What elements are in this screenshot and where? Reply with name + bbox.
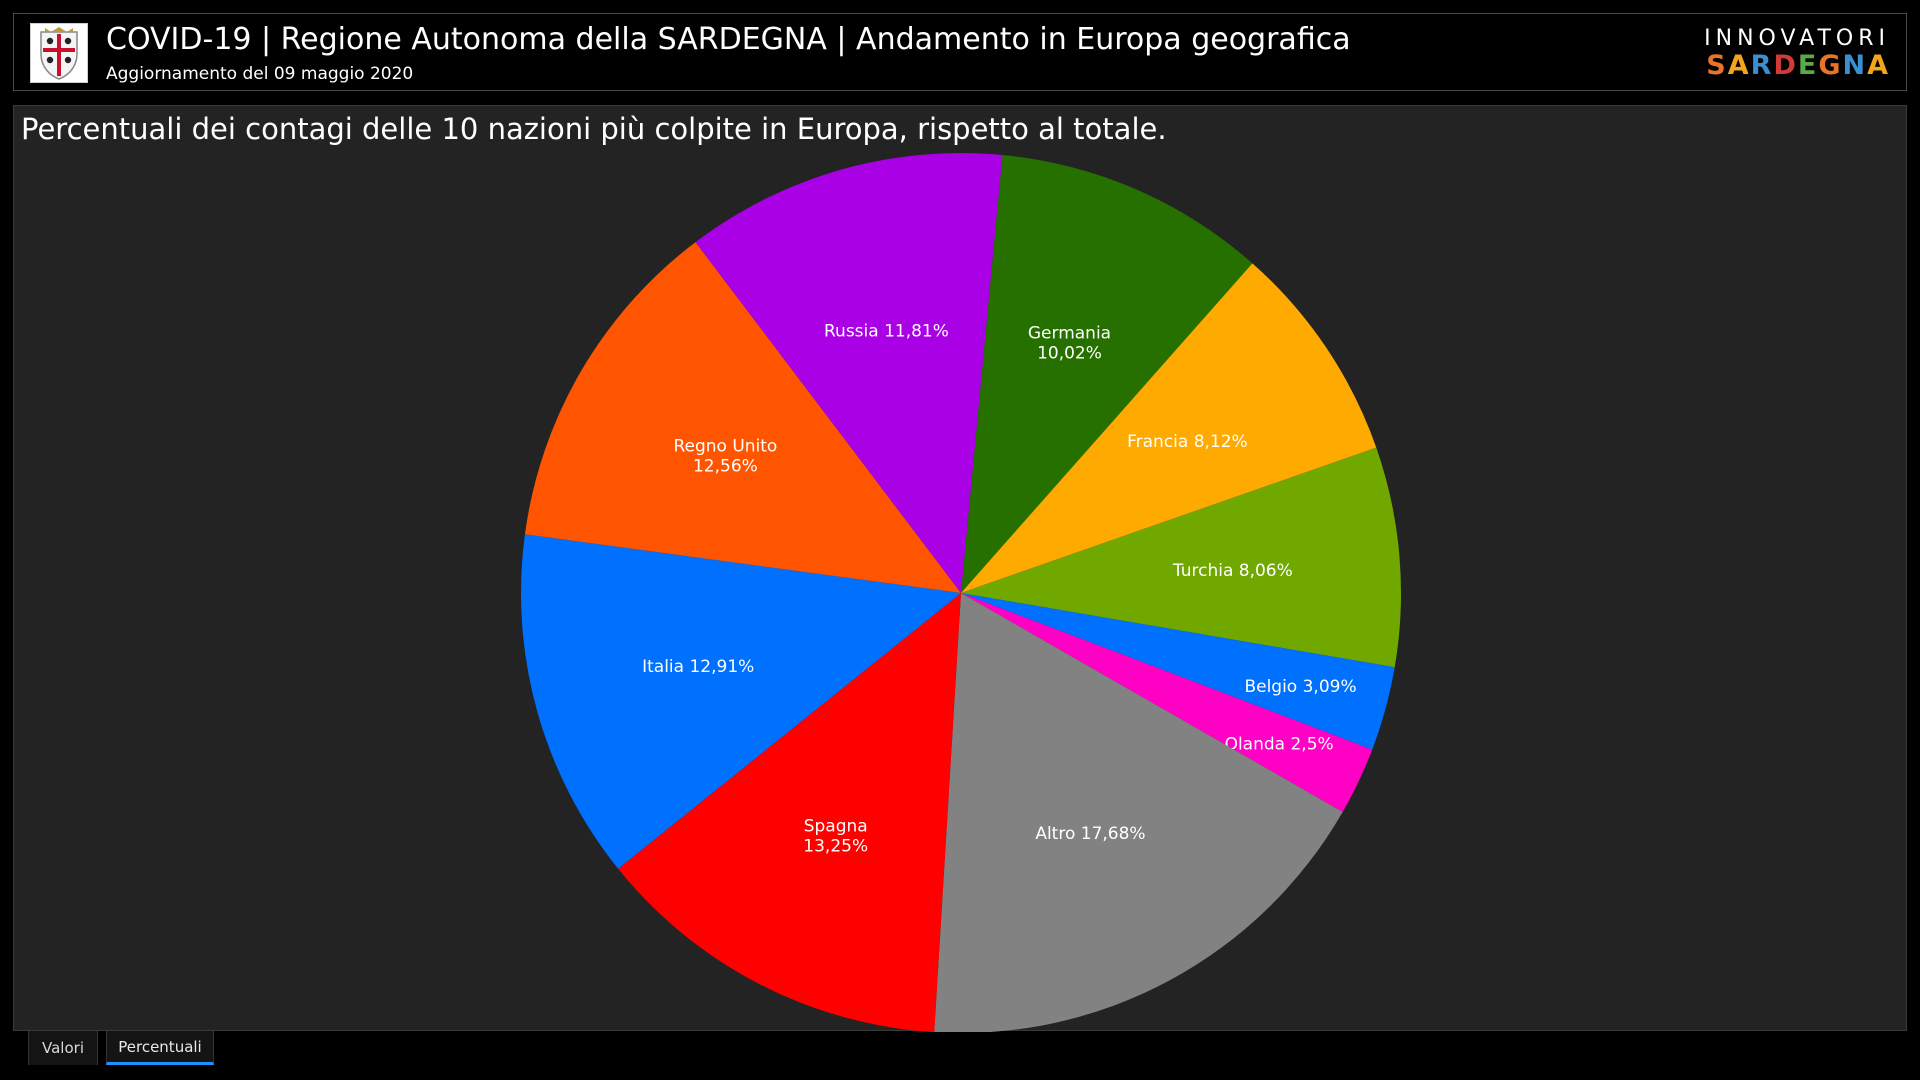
pie-slice-olanda[interactable] (961, 593, 1373, 812)
pie-slice-russia[interactable] (695, 153, 1003, 593)
tab-percentuali[interactable]: Percentuali (106, 1031, 214, 1065)
innovatori-sardegna-logo: INNOVATORI SARDEGNA (1704, 26, 1890, 80)
brand-bottom-text: SARDEGNA (1704, 52, 1890, 80)
slice-label: Regno Unito 12,56% (673, 436, 777, 476)
brand-letter: S (1706, 50, 1728, 81)
brand-letter: N (1842, 50, 1868, 81)
chart-title: Percentuali dei contagi delle 10 nazioni… (21, 112, 1167, 146)
pie-slice-italia[interactable] (521, 534, 961, 869)
brand-letter: G (1818, 50, 1843, 81)
pie-slice-francia[interactable] (961, 263, 1377, 593)
brand-letter: D (1773, 50, 1798, 81)
pie-slice-belgio[interactable] (961, 593, 1395, 750)
tab-valori[interactable]: Valori (28, 1031, 98, 1065)
slice-label: Spagna 13,25% (803, 816, 868, 856)
slice-label: Francia 8,12% (1127, 432, 1248, 452)
header-bar: COVID-19 | Regione Autonoma della SARDEG… (13, 13, 1907, 91)
pie-slice-regno-unito[interactable] (524, 242, 961, 593)
brand-letter: R (1750, 50, 1774, 81)
brand-top-text: INNOVATORI (1704, 26, 1890, 51)
pie-slice-germania[interactable] (961, 154, 1253, 593)
slice-label: Belgio 3,09% (1244, 677, 1356, 697)
slice-label: Turchia 8,06% (1172, 561, 1293, 581)
brand-letter: E (1797, 50, 1819, 81)
update-date: Aggiornamento del 09 maggio 2020 (106, 64, 414, 84)
pie-chart: Germania 10,02% Francia 8,12% Turchia 8,06%… (521, 153, 1401, 1032)
pie-slice-altro[interactable] (934, 593, 1343, 1032)
slice-label: Russia 11,81% (824, 322, 949, 342)
pie-slice-spagna[interactable] (618, 593, 961, 1032)
slice-label: Altro 17,68% (1035, 824, 1145, 844)
brand-letter: A (1727, 50, 1751, 81)
brand-letter: A (1867, 50, 1890, 81)
slice-label: Olanda 2,5% (1225, 735, 1334, 755)
slice-label: Germania 10,02% (1028, 324, 1111, 364)
pie-slice-turchia[interactable] (961, 447, 1401, 668)
sardinia-coat-of-arms-icon (30, 23, 88, 83)
chart-panel: Germania 10,02% Francia 8,12% Turchia 8,06%… (13, 105, 1907, 1032)
page-title: COVID-19 | Regione Autonoma della SARDEG… (106, 22, 1351, 57)
slice-label: Italia 12,91% (642, 657, 754, 677)
